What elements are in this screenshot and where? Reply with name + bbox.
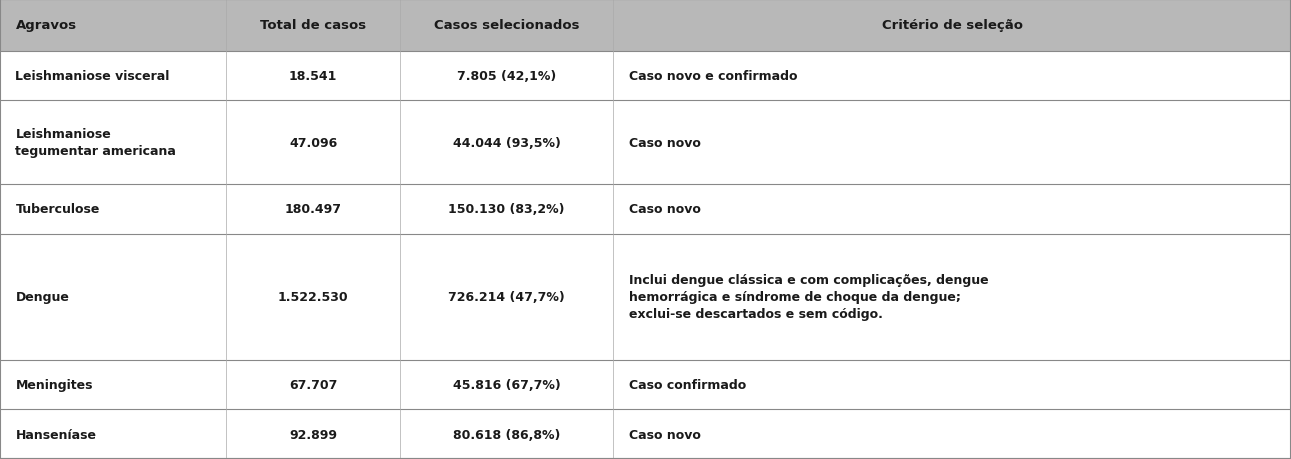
Text: Meningites: Meningites — [15, 378, 93, 391]
Text: 1.522.530: 1.522.530 — [278, 291, 349, 303]
Text: Total de casos: Total de casos — [259, 19, 367, 33]
Text: Dengue: Dengue — [15, 291, 70, 303]
Bar — [0, 0, 1291, 52]
Text: Inclui dengue clássica e com complicações, dengue
hemorrágica e síndrome de choq: Inclui dengue clássica e com complicaçõe… — [629, 274, 989, 320]
Text: 47.096: 47.096 — [289, 136, 337, 149]
Text: Caso novo: Caso novo — [629, 136, 701, 149]
Text: 18.541: 18.541 — [289, 70, 337, 83]
Text: 7.805 (42,1%): 7.805 (42,1%) — [457, 70, 556, 83]
Text: 92.899: 92.899 — [289, 428, 337, 441]
Bar — [0, 360, 1291, 409]
Bar — [0, 52, 1291, 101]
Text: Casos selecionados: Casos selecionados — [434, 19, 580, 33]
Text: Agravos: Agravos — [15, 19, 76, 33]
Bar — [0, 101, 1291, 185]
Text: 180.497: 180.497 — [284, 203, 342, 216]
Text: 726.214 (47,7%): 726.214 (47,7%) — [448, 291, 565, 303]
Text: Caso confirmado: Caso confirmado — [629, 378, 746, 391]
Bar — [0, 185, 1291, 234]
Text: Caso novo: Caso novo — [629, 428, 701, 441]
Text: Caso novo e confirmado: Caso novo e confirmado — [629, 70, 798, 83]
Text: Caso novo: Caso novo — [629, 203, 701, 216]
Text: Hanseníase: Hanseníase — [15, 428, 97, 441]
Text: Leishmaniose
tegumentar americana: Leishmaniose tegumentar americana — [15, 128, 177, 158]
Text: Leishmaniose visceral: Leishmaniose visceral — [15, 70, 170, 83]
Bar — [0, 234, 1291, 360]
Text: 67.707: 67.707 — [289, 378, 337, 391]
Bar — [0, 409, 1291, 459]
Text: 44.044 (93,5%): 44.044 (93,5%) — [453, 136, 560, 149]
Text: Tuberculose: Tuberculose — [15, 203, 99, 216]
Text: Critério de seleção: Critério de seleção — [882, 19, 1022, 33]
Text: 45.816 (67,7%): 45.816 (67,7%) — [453, 378, 560, 391]
Text: 80.618 (86,8%): 80.618 (86,8%) — [453, 428, 560, 441]
Text: 150.130 (83,2%): 150.130 (83,2%) — [448, 203, 565, 216]
